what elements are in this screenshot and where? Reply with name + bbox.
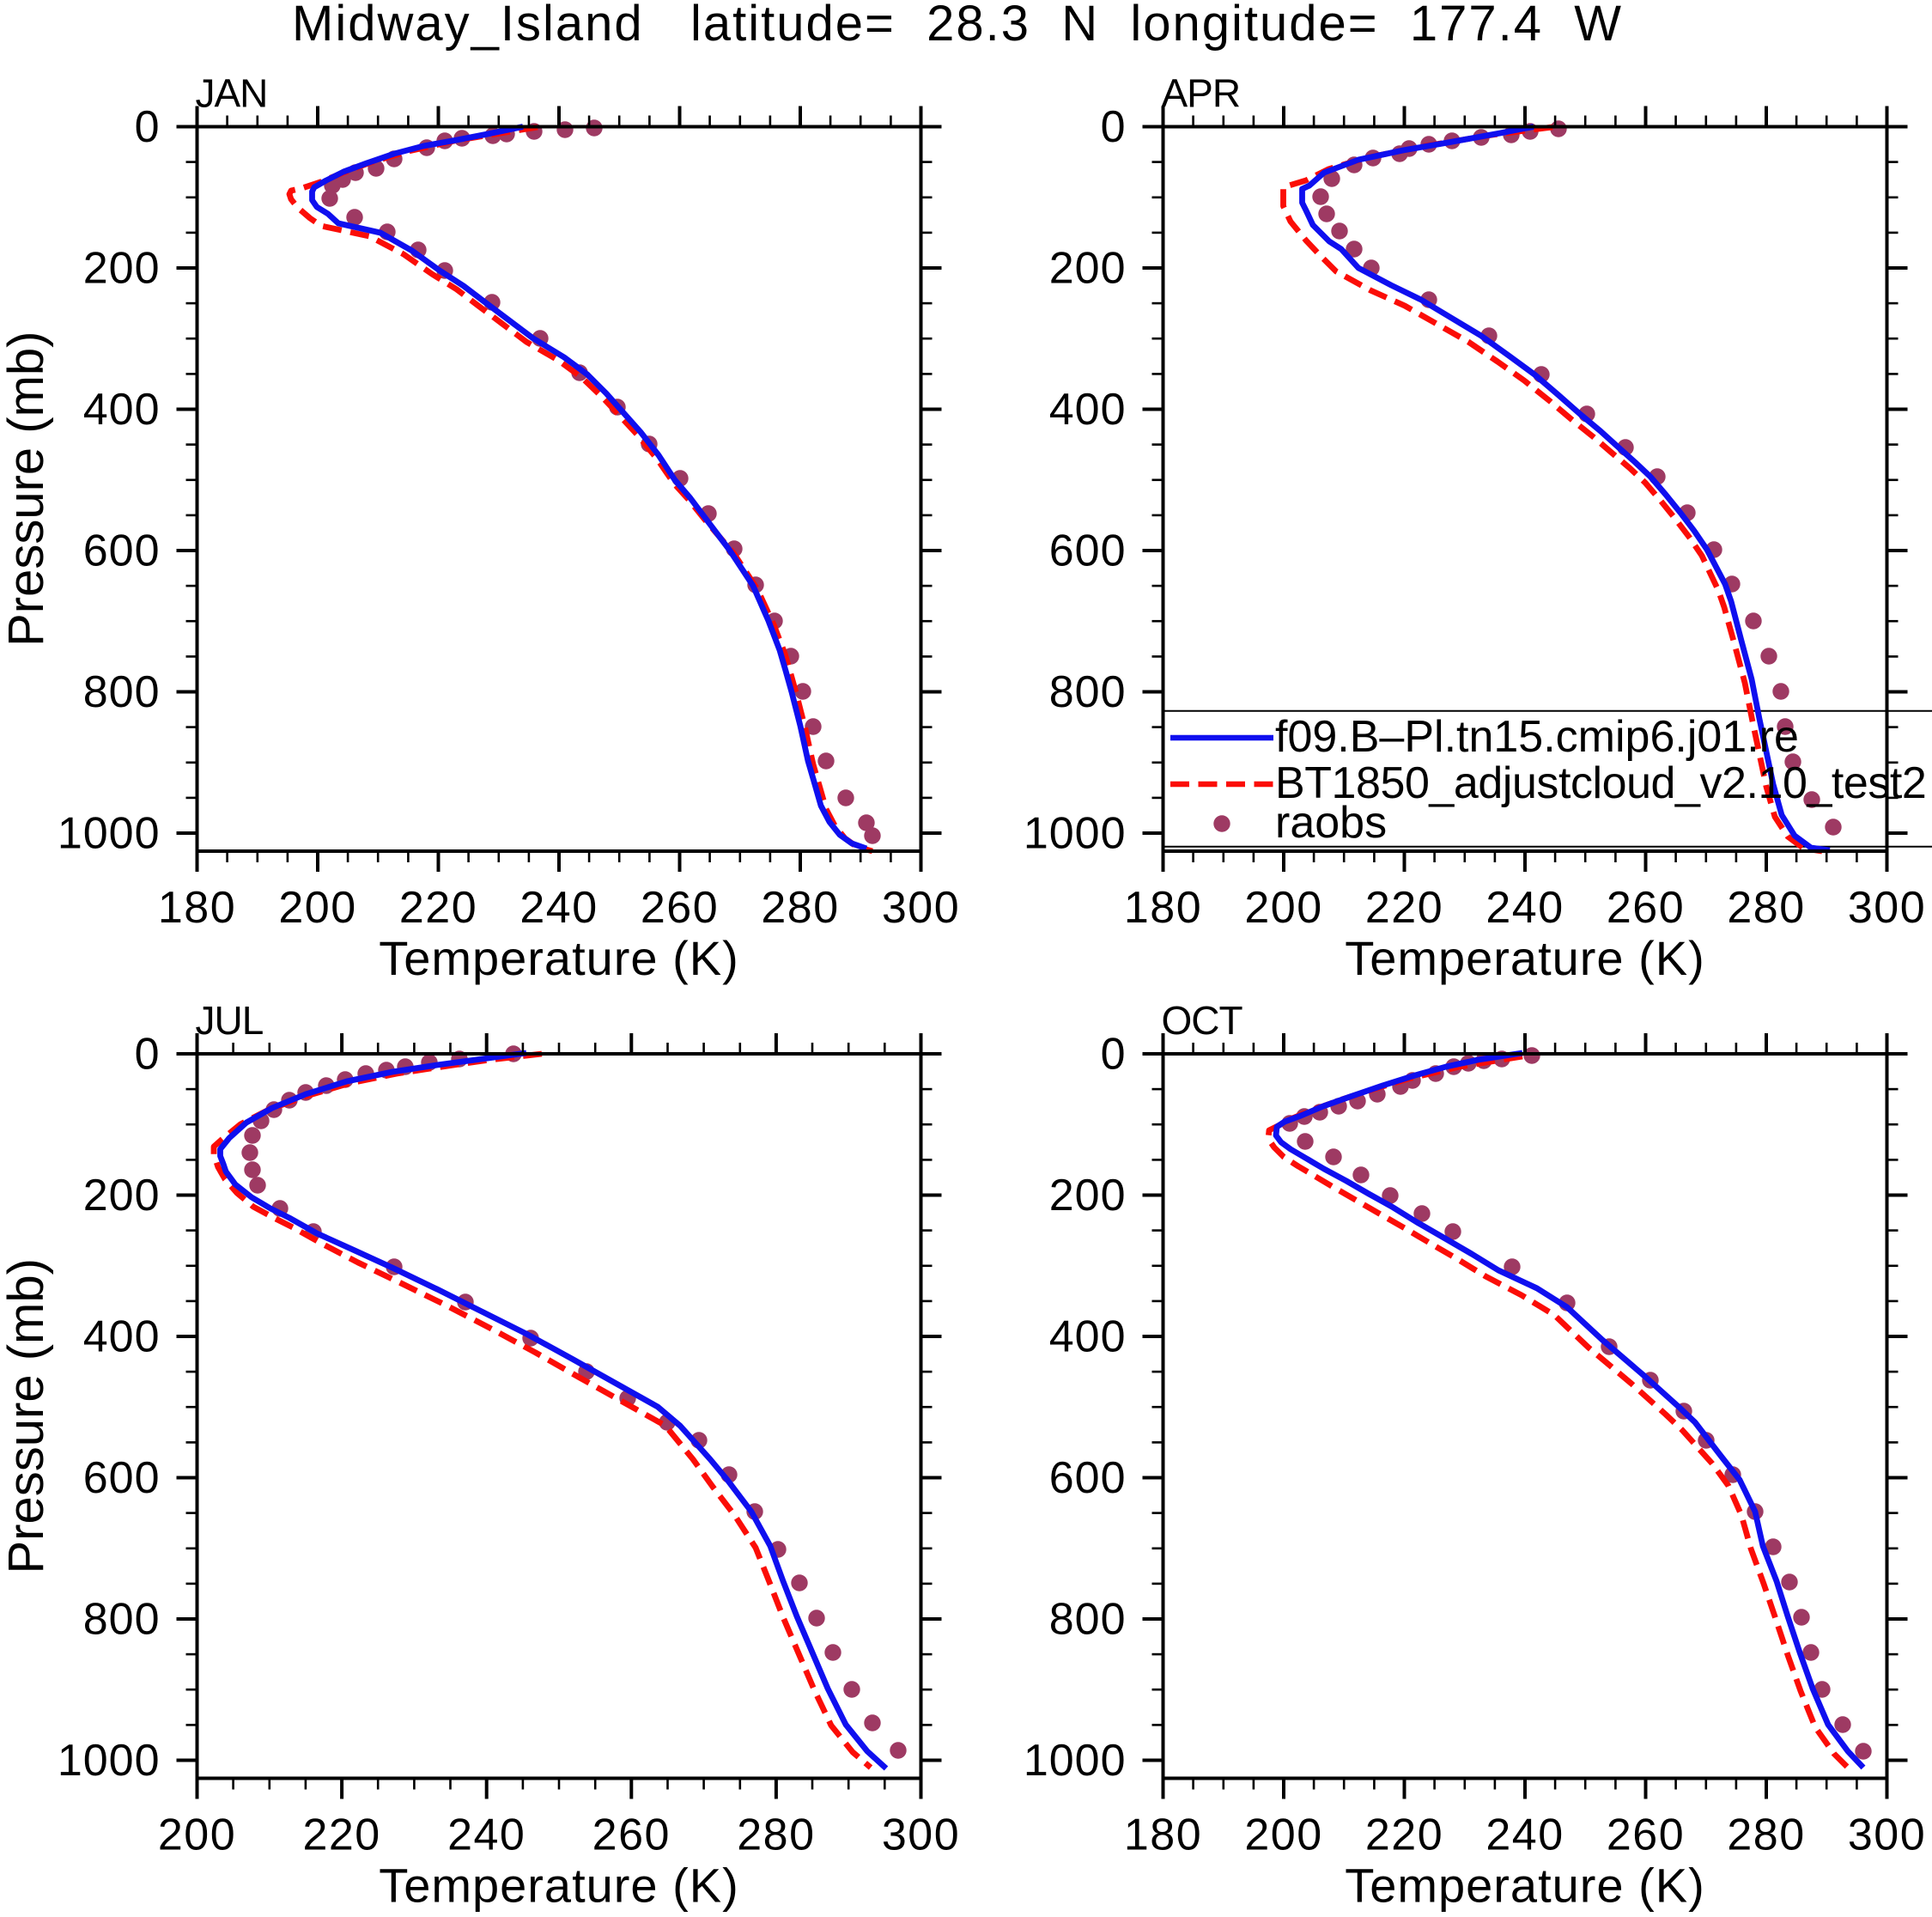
svg-text:280: 280 bbox=[737, 1810, 815, 1860]
svg-text:JAN: JAN bbox=[196, 71, 268, 116]
svg-text:280: 280 bbox=[1727, 883, 1805, 933]
svg-text:180: 180 bbox=[158, 883, 236, 933]
svg-text:0: 0 bbox=[1101, 1030, 1127, 1080]
svg-text:180: 180 bbox=[1124, 883, 1202, 933]
svg-text:raobs: raobs bbox=[1275, 798, 1387, 848]
svg-text:1000: 1000 bbox=[58, 1736, 161, 1786]
svg-text:1000: 1000 bbox=[1024, 1736, 1127, 1786]
svg-text:Temperature (K): Temperature (K) bbox=[379, 1859, 739, 1913]
svg-text:200: 200 bbox=[1049, 244, 1127, 294]
svg-text:600: 600 bbox=[1049, 1453, 1127, 1503]
svg-text:200: 200 bbox=[1049, 1171, 1127, 1220]
svg-text:APR: APR bbox=[1162, 71, 1241, 116]
svg-text:JUL: JUL bbox=[196, 998, 264, 1043]
svg-text:OCT: OCT bbox=[1162, 998, 1243, 1043]
svg-text:600: 600 bbox=[1049, 526, 1127, 576]
svg-text:Temperature (K): Temperature (K) bbox=[379, 931, 739, 985]
svg-text:800: 800 bbox=[1049, 1595, 1127, 1645]
svg-text:600: 600 bbox=[83, 1453, 161, 1503]
svg-text:300: 300 bbox=[882, 883, 960, 933]
svg-text:Pressure (mb): Pressure (mb) bbox=[0, 331, 54, 646]
svg-text:200: 200 bbox=[1244, 883, 1322, 933]
svg-text:300: 300 bbox=[882, 1810, 960, 1860]
svg-text:Temperature (K): Temperature (K) bbox=[1345, 1859, 1705, 1913]
svg-text:f09.B–Pl.tn15.cmip6.j01.re: f09.B–Pl.tn15.cmip6.j01.re bbox=[1275, 712, 1799, 762]
svg-text:240: 240 bbox=[1485, 883, 1564, 933]
svg-text:800: 800 bbox=[83, 1595, 161, 1645]
svg-text:300: 300 bbox=[1848, 883, 1926, 933]
svg-text:240: 240 bbox=[519, 883, 598, 933]
svg-text:0: 0 bbox=[1101, 102, 1127, 152]
svg-text:1000: 1000 bbox=[58, 809, 161, 859]
svg-text:200: 200 bbox=[83, 244, 161, 294]
svg-text:0: 0 bbox=[135, 1030, 161, 1080]
svg-text:800: 800 bbox=[83, 667, 161, 717]
svg-text:180: 180 bbox=[1124, 1810, 1202, 1860]
svg-text:0: 0 bbox=[135, 102, 161, 152]
svg-text:220: 220 bbox=[399, 883, 477, 933]
svg-text:400: 400 bbox=[83, 385, 161, 435]
svg-text:300: 300 bbox=[1848, 1810, 1926, 1860]
svg-text:Pressure (mb): Pressure (mb) bbox=[0, 1258, 54, 1573]
svg-text:240: 240 bbox=[447, 1810, 526, 1860]
svg-text:220: 220 bbox=[1365, 1810, 1443, 1860]
svg-text:280: 280 bbox=[1727, 1810, 1805, 1860]
svg-text:400: 400 bbox=[1049, 385, 1127, 435]
svg-text:280: 280 bbox=[761, 883, 839, 933]
svg-text:200: 200 bbox=[83, 1171, 161, 1220]
svg-text:400: 400 bbox=[1049, 1312, 1127, 1362]
svg-text:1000: 1000 bbox=[1024, 809, 1127, 859]
svg-text:200: 200 bbox=[278, 883, 356, 933]
svg-text:220: 220 bbox=[302, 1810, 380, 1860]
svg-text:200: 200 bbox=[1244, 1810, 1322, 1860]
svg-text:220: 220 bbox=[1365, 883, 1443, 933]
svg-text:400: 400 bbox=[83, 1312, 161, 1362]
svg-text:Temperature (K): Temperature (K) bbox=[1345, 931, 1705, 985]
svg-text:240: 240 bbox=[1485, 1810, 1564, 1860]
svg-text:600: 600 bbox=[83, 526, 161, 576]
svg-text:260: 260 bbox=[1607, 1810, 1685, 1860]
svg-text:Midway_Island latitude= 28.: Midway_Island latitude= 28.3 N longitude… bbox=[292, 0, 1623, 52]
svg-text:260: 260 bbox=[1607, 883, 1685, 933]
svg-text:BT1850_adjustcloud_v2.10_test2: BT1850_adjustcloud_v2.10_test2 bbox=[1275, 758, 1926, 808]
svg-text:800: 800 bbox=[1049, 667, 1127, 717]
svg-text:260: 260 bbox=[592, 1810, 671, 1860]
svg-text:200: 200 bbox=[158, 1810, 236, 1860]
svg-text:260: 260 bbox=[641, 883, 719, 933]
